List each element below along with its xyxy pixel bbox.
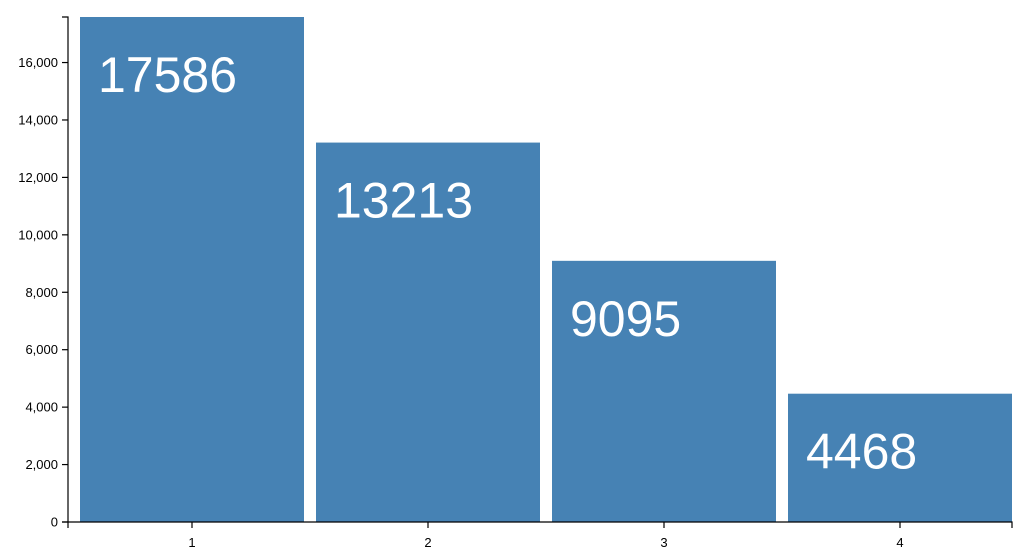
y-tick-label: 12,000 — [18, 170, 58, 185]
y-tick-label: 0 — [51, 515, 58, 530]
x-axis: 1 2 3 4 — [67, 521, 1013, 550]
bar-value-label: 9095 — [570, 291, 681, 347]
x-tick-label: 4 — [896, 535, 903, 550]
bar-3 — [552, 260, 776, 522]
x-tick-label: 1 — [188, 535, 195, 550]
bar-value-label: 4468 — [806, 424, 917, 480]
bars — [80, 17, 1012, 522]
bar-1 — [80, 17, 304, 522]
y-axis-line — [62, 16, 69, 523]
y-tick-label: 2,000 — [25, 457, 58, 472]
x-tick-label: 2 — [424, 535, 431, 550]
x-axis-line — [67, 521, 1013, 528]
y-tick-label: 4,000 — [25, 400, 58, 415]
bar-2 — [316, 142, 540, 522]
y-tick-label: 16,000 — [18, 55, 58, 70]
bar-value-label: 17586 — [98, 47, 237, 103]
bar-data-labels: 17586 13213 9095 4468 — [98, 47, 917, 480]
bar-4 — [788, 393, 1012, 522]
x-tick-label: 3 — [660, 535, 667, 550]
bar-value-label: 13213 — [334, 173, 473, 229]
plot-area: 17586 13213 9095 4468 — [80, 17, 1012, 522]
y-tick-label: 10,000 — [18, 227, 58, 242]
y-tick-label: 8,000 — [25, 285, 58, 300]
y-axis: 0 2,000 4,000 6,000 8,000 10,000 12,000 14,000 1… — [18, 16, 69, 530]
y-tick-label: 14,000 — [18, 112, 58, 127]
y-tick-label: 6,000 — [25, 342, 58, 357]
